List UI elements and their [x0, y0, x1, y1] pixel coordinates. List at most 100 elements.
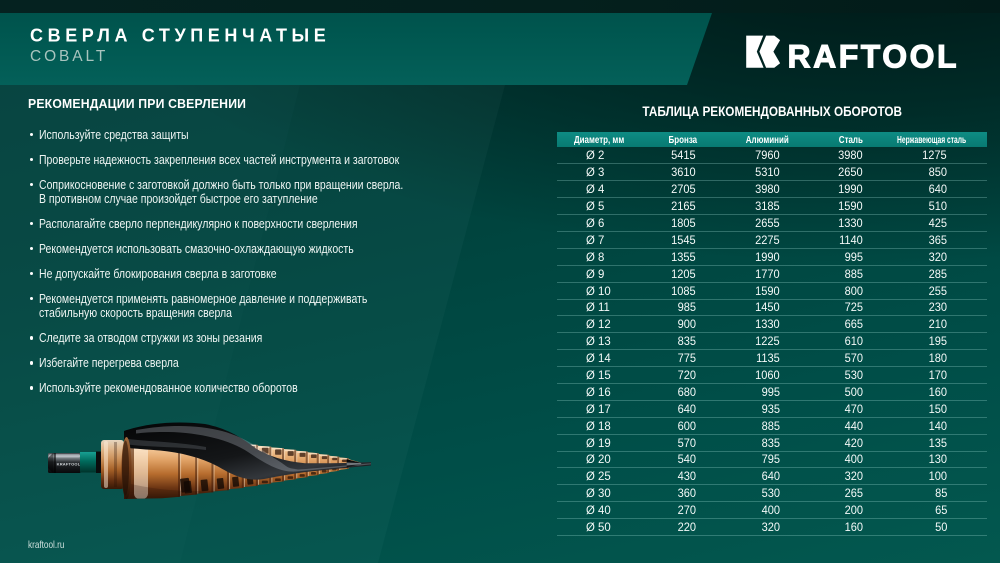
- recommendation-item: Избегайте перегрева сверла: [28, 356, 508, 370]
- cell-diameter: Ø 25: [557, 467, 641, 486]
- cell-diameter: Ø 8: [557, 248, 641, 266]
- cell-steel: 995: [809, 248, 893, 266]
- cell-stainless: 210: [893, 315, 987, 334]
- cell-diameter: Ø 6: [557, 214, 641, 232]
- speed-table-section: ТАБЛИЦА РЕКОМЕНДОВАННЫХ ОБОРОТОВ Диаметр…: [557, 104, 987, 536]
- cell-steel: 265: [809, 484, 893, 503]
- cell-steel: 420: [809, 434, 893, 452]
- step-drill-image: KRAFTOOL: [48, 422, 371, 499]
- cell-aluminium: 7960: [725, 147, 809, 165]
- cell-aluminium: 935: [725, 400, 809, 418]
- recommendation-item: Следите за отводом стружки из зоны резан…: [28, 331, 508, 345]
- cell-bronze: 720: [641, 366, 725, 384]
- cell-aluminium: 1225: [725, 332, 809, 351]
- cell-bronze: 1085: [641, 282, 725, 300]
- cell-stainless: 195: [893, 332, 987, 351]
- cell-stainless: 1275: [893, 147, 987, 165]
- table-row: Ø 18 600 885 440 140: [557, 417, 987, 435]
- cell-stainless: 285: [893, 265, 987, 283]
- table-row: Ø 15 720 1060 530 170: [557, 366, 987, 384]
- column-header: Бронза: [641, 132, 725, 147]
- table-row: Ø 12 900 1330 665 210: [557, 315, 987, 334]
- cell-bronze: 570: [641, 434, 725, 452]
- cell-aluminium: 2275: [725, 231, 809, 249]
- speed-table-title: ТАБЛИЦА РЕКОМЕНДОВАННЫХ ОБОРОТОВ: [642, 104, 902, 119]
- kraftool-logo: RAFTOOL: [746, 35, 957, 70]
- cell-bronze: 640: [641, 400, 725, 418]
- cell-steel: 2650: [809, 163, 893, 182]
- cell-aluminium: 1590: [725, 282, 809, 300]
- cell-aluminium: 1770: [725, 265, 809, 283]
- site-url: kraftool.ru: [28, 539, 65, 551]
- table-row: Ø 17 640 935 470 150: [557, 400, 987, 418]
- cell-diameter: Ø 17: [557, 400, 641, 418]
- cell-steel: 665: [809, 315, 893, 334]
- page-title: СВЕРЛА СТУПЕНЧАТЫЕ: [30, 25, 331, 46]
- cell-stainless: 85: [893, 484, 987, 503]
- cell-stainless: 140: [893, 417, 987, 435]
- cell-steel: 570: [809, 349, 893, 368]
- cell-aluminium: 5310: [725, 163, 809, 182]
- table-row: Ø 14 775 1135 570 180: [557, 349, 987, 368]
- column-header: Нержавеющая сталь: [893, 132, 987, 147]
- recommendation-item: Используйте средства защиты: [28, 128, 508, 142]
- cell-aluminium: 1330: [725, 315, 809, 334]
- cell-diameter: Ø 30: [557, 484, 641, 503]
- cell-stainless: 160: [893, 383, 987, 401]
- cell-bronze: 900: [641, 315, 725, 334]
- cell-diameter: Ø 10: [557, 282, 641, 300]
- table-row: Ø 5 2165 3185 1590 510: [557, 197, 987, 216]
- cell-steel: 725: [809, 299, 893, 317]
- speed-table: Диаметр, мм Бронза Алюминий Сталь Нержавеюща…: [557, 132, 987, 536]
- cell-diameter: Ø 15: [557, 366, 641, 384]
- table-row: Ø 4 2705 3980 1990 640: [557, 180, 987, 199]
- table-row: Ø 11 985 1450 725 230: [557, 299, 987, 317]
- recommendation-item: Рекомендуется применять равномерное давл…: [28, 292, 508, 320]
- cell-steel: 470: [809, 400, 893, 418]
- table-row: Ø 9 1205 1770 885 285: [557, 265, 987, 283]
- cell-diameter: Ø 50: [557, 518, 641, 536]
- cell-bronze: 430: [641, 467, 725, 486]
- cell-diameter: Ø 11: [557, 299, 641, 317]
- cell-diameter: Ø 16: [557, 383, 641, 401]
- table-row: Ø 3 3610 5310 2650 850: [557, 163, 987, 182]
- recommendation-item: Располагайте сверло перпендикулярно к по…: [28, 217, 508, 231]
- cell-aluminium: 2655: [725, 214, 809, 232]
- cell-bronze: 1545: [641, 231, 725, 249]
- cell-steel: 1590: [809, 197, 893, 216]
- cell-bronze: 1805: [641, 214, 725, 232]
- recommendations-heading: РЕКОМЕНДАЦИИ ПРИ СВЕРЛЕНИИ: [28, 96, 247, 111]
- cell-diameter: Ø 40: [557, 501, 641, 520]
- cell-diameter: Ø 9: [557, 265, 641, 283]
- cell-bronze: 540: [641, 451, 725, 469]
- cell-aluminium: 400: [725, 501, 809, 520]
- cell-diameter: Ø 14: [557, 349, 641, 368]
- cell-aluminium: 3980: [725, 180, 809, 199]
- cell-stainless: 150: [893, 400, 987, 418]
- cell-aluminium: 1135: [725, 349, 809, 368]
- cell-steel: 400: [809, 451, 893, 469]
- table-row: Ø 10 1085 1590 800 255: [557, 282, 987, 300]
- recommendation-item: Проверьте надежность закрепления всех ча…: [28, 153, 508, 167]
- drill-shank-label: KRAFTOOL: [57, 462, 81, 467]
- cell-stainless: 50: [893, 518, 987, 536]
- cell-bronze: 680: [641, 383, 725, 401]
- header-band: [0, 13, 712, 85]
- cell-steel: 800: [809, 282, 893, 300]
- cell-steel: 610: [809, 332, 893, 351]
- column-header: Алюминий: [725, 132, 809, 147]
- cell-stainless: 100: [893, 467, 987, 486]
- cell-steel: 1330: [809, 214, 893, 232]
- cell-aluminium: 995: [725, 383, 809, 401]
- cell-steel: 500: [809, 383, 893, 401]
- cell-stainless: 425: [893, 214, 987, 232]
- cell-steel: 160: [809, 518, 893, 536]
- cell-aluminium: 795: [725, 451, 809, 469]
- cell-aluminium: 320: [725, 518, 809, 536]
- cell-bronze: 775: [641, 349, 725, 368]
- cell-diameter: Ø 5: [557, 197, 641, 216]
- speed-table-header-row: Диаметр, мм Бронза Алюминий Сталь Нержавеюща…: [557, 132, 987, 147]
- cell-steel: 530: [809, 366, 893, 384]
- cell-diameter: Ø 4: [557, 180, 641, 199]
- cell-steel: 1140: [809, 231, 893, 249]
